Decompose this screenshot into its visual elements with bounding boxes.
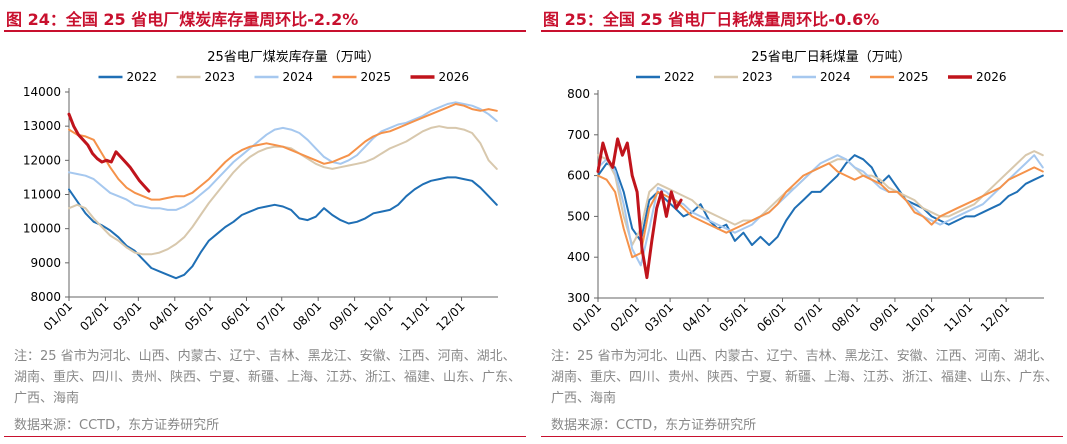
- legend-label-2023: 2023: [205, 70, 236, 84]
- chart-note: 注：25 省市为河北、山西、内蒙古、辽宁、吉林、黑龙江、安徽、江西、河南、湖北、…: [551, 349, 1059, 406]
- series-line-2022: [597, 154, 1044, 246]
- x-tick-label: 11/01: [941, 300, 975, 334]
- y-tick-label: 300: [567, 291, 590, 305]
- legend-label-2022: 2022: [664, 70, 695, 84]
- y-tick-label: 800: [567, 87, 590, 101]
- x-tick-label: 10/01: [362, 299, 396, 333]
- x-tick-label: 06/01: [754, 300, 788, 334]
- figure-title: 图 25：全国 25 省电厂日耗煤量周环比-0.6%: [543, 10, 880, 29]
- x-tick-label: 08/01: [829, 300, 863, 334]
- series-line-2025: [68, 103, 498, 201]
- chart-panel-inventory: 图 24：全国 25 省电厂煤炭库存量周环比-2.2% 25省电厂煤炭库存量（万…: [0, 0, 530, 444]
- legend-label-2024: 2024: [283, 70, 314, 84]
- chart-title: 25省电厂煤炭库存量（万吨）: [207, 49, 380, 65]
- y-tick-label: 600: [567, 169, 590, 183]
- inventory-line-chart: 25省电厂煤炭库存量（万吨） 2022 2023 2024 2025 2026 8000 90…: [23, 49, 498, 334]
- legend-label-2022: 2022: [127, 70, 158, 84]
- x-tick-label: 05/01: [716, 300, 750, 334]
- y-tick-label: 11000: [23, 188, 61, 202]
- y-tick-label: 400: [567, 250, 590, 264]
- y-tick-label: 700: [567, 128, 590, 142]
- y-tick-label: 10000: [23, 222, 61, 236]
- x-tick-label: 07/01: [791, 300, 825, 334]
- x-tick-label: 05/01: [182, 299, 216, 333]
- chart-panel-consumption: 图 25：全国 25 省电厂日耗煤量周环比-0.6% 25省电厂日耗煤量（万吨）…: [537, 0, 1067, 444]
- series-line-2026: [596, 137, 683, 280]
- title-rule: [541, 30, 1063, 32]
- legend-label-2026: 2026: [976, 70, 1007, 84]
- y-tick-label: 500: [567, 209, 590, 223]
- y-tick-label: 9000: [30, 256, 61, 270]
- x-tick-label: 06/01: [218, 299, 252, 333]
- x-tick-label: 03/01: [642, 300, 676, 334]
- legend-label-2024: 2024: [820, 70, 851, 84]
- x-tick-label: 01/01: [41, 299, 75, 333]
- data-source: 数据来源：CCTD，东方证券研究所: [14, 418, 220, 433]
- bottom-rule: [4, 436, 526, 437]
- y-tick-label: 12000: [23, 153, 61, 167]
- x-tick-label: 12/01: [433, 299, 467, 333]
- x-tick-label: 02/01: [77, 299, 111, 333]
- legend-label-2026: 2026: [439, 70, 470, 84]
- series-line-2023: [68, 125, 498, 256]
- x-tick-label: 09/01: [326, 299, 360, 333]
- y-tick-label: 14000: [23, 85, 61, 99]
- bottom-rule: [541, 436, 1063, 437]
- series-line-2022: [68, 176, 498, 280]
- chart-note: 注：25 省市为河北、山西、内蒙古、辽宁、吉林、黑龙江、安徽、江西、河南、湖北、…: [14, 349, 522, 406]
- series-line-2026: [67, 112, 151, 193]
- x-tick-label: 09/01: [867, 300, 901, 334]
- legend-label-2023: 2023: [742, 70, 773, 84]
- series-line-2024: [68, 101, 498, 211]
- x-tick-label: 10/01: [903, 300, 937, 334]
- data-source: 数据来源：CCTD，东方证券研究所: [551, 418, 757, 433]
- title-rule: [4, 30, 526, 32]
- chart-title: 25省电厂日耗煤量（万吨）: [751, 50, 911, 65]
- y-tick-label: 13000: [23, 119, 61, 133]
- x-tick-label: 02/01: [608, 300, 642, 334]
- consumption-line-chart: 25省电厂日耗煤量（万吨） 2022 2023 2024 2025 2026 300 400 5…: [567, 50, 1044, 334]
- legend-label-2025: 2025: [361, 70, 392, 84]
- x-tick-label: 11/01: [398, 299, 432, 333]
- figure-title: 图 24：全国 25 省电厂煤炭库存量周环比-2.2%: [6, 10, 359, 29]
- x-tick-label: 03/01: [110, 299, 144, 333]
- x-tick-label: 04/01: [147, 299, 181, 333]
- x-tick-label: 04/01: [680, 300, 714, 334]
- legend-label-2025: 2025: [898, 70, 929, 84]
- y-tick-label: 8000: [30, 290, 61, 304]
- x-tick-label: 07/01: [253, 299, 287, 333]
- x-tick-label: 01/01: [570, 300, 604, 334]
- x-tick-label: 12/01: [978, 300, 1012, 334]
- x-tick-label: 08/01: [290, 299, 324, 333]
